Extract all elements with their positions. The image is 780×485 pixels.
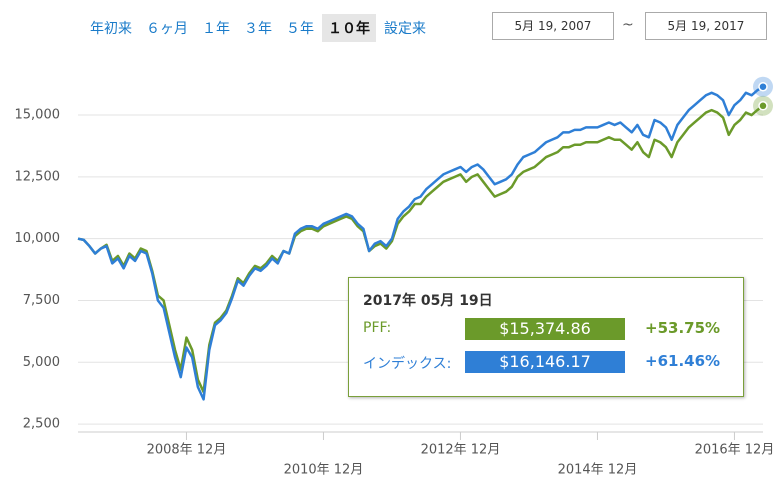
x-tick-label: 2008年 12月 [147,443,227,458]
end-point [758,81,768,92]
series-line [77,85,764,401]
x-tick-label: 2016年 12月 [695,443,775,458]
date-from[interactable]: 5月 19, 2007 [492,12,614,40]
range-button[interactable]: １年 [202,21,230,37]
range-button[interactable]: ６ヶ月 [146,21,188,37]
date-to[interactable]: 5月 19, 2017 [645,12,767,40]
y-tick-label: 12,500 [15,169,61,184]
tooltip-name: PFF: [363,320,392,336]
y-tick-label: 15,000 [15,108,61,123]
range-button[interactable]: ３年 [244,21,272,37]
y-tick-label: 7,500 [23,293,60,308]
x-tick-label: 2010年 12月 [284,463,364,478]
end-point [758,101,768,111]
range-button[interactable]: 設定来 [384,21,426,37]
y-tick-label: 2,500 [23,417,60,432]
y-tick-label: 5,000 [23,355,60,370]
tooltip-name: インデックス: [363,356,452,372]
x-tick-label: 2014年 12月 [558,463,638,478]
tooltip-change: +61.46% [645,352,721,370]
range-button[interactable]: １０年 [322,14,376,42]
tooltip-value: $16,146.17 [465,351,625,373]
tooltip-value: $15,374.86 [465,318,625,340]
y-tick-label: 10,000 [15,231,61,246]
range-button[interactable]: ５年 [286,21,314,37]
x-tick-label: 2012年 12月 [421,443,501,458]
range-button[interactable]: 年初来 [90,21,132,37]
series-line [77,104,764,394]
tooltip: 2017年 05月 19日 PFF: $15,374.86 +53.75% インデック… [348,277,744,397]
date-separator: ~ [622,17,634,33]
tooltip-date: 2017年 05月 19日 [363,293,493,309]
tooltip-change: +53.75% [645,319,721,337]
